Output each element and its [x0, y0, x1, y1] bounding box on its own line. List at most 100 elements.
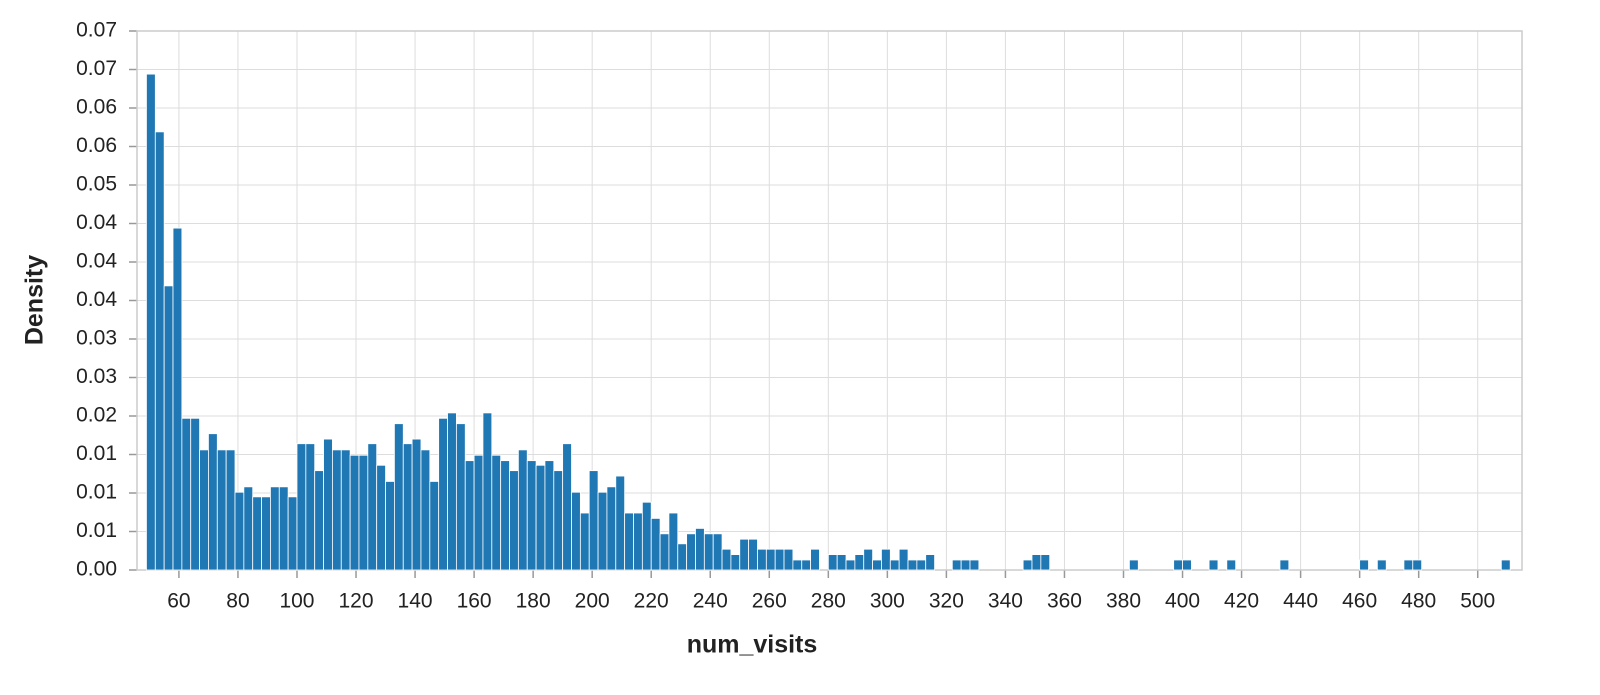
bar: [588, 470, 599, 571]
bar: [553, 470, 564, 571]
bar: [181, 417, 192, 571]
y-axis-label: Density: [21, 255, 49, 345]
bar: [225, 449, 236, 571]
bar: [1412, 559, 1423, 571]
bar: [730, 554, 741, 571]
x-tick-label: 460: [1342, 590, 1377, 613]
bar: [668, 512, 679, 571]
x-tick-label: 300: [870, 590, 905, 613]
x-tick-label: 120: [339, 590, 374, 613]
bar: [836, 554, 847, 571]
bar: [287, 496, 298, 571]
bar: [721, 548, 732, 571]
bar: [234, 491, 245, 571]
bar: [641, 501, 652, 571]
bar: [898, 548, 909, 571]
y-tick-label: 0.07: [76, 57, 117, 80]
bar: [650, 518, 661, 571]
bar: [500, 460, 510, 571]
bar: [1208, 559, 1219, 571]
bar: [411, 438, 422, 571]
bar: [509, 470, 519, 571]
bar: [517, 449, 528, 571]
y-tick-label: 0.04: [76, 288, 117, 311]
bar: [535, 464, 546, 571]
bar: [659, 533, 670, 571]
bar: [199, 449, 209, 571]
x-tick-label: 420: [1224, 590, 1259, 613]
bar: [340, 449, 351, 571]
bar: [907, 559, 918, 571]
x-tick-label: 100: [279, 590, 314, 613]
bar: [739, 538, 750, 571]
bar: [1022, 559, 1033, 571]
bar: [854, 554, 865, 571]
bar: [562, 443, 572, 571]
bar: [270, 486, 280, 571]
bar: [845, 559, 856, 571]
x-tick-label: 60: [167, 590, 190, 613]
bar: [305, 443, 316, 571]
x-tick-label: 360: [1047, 590, 1082, 613]
bar: [252, 496, 262, 571]
y-tick-label: 0.01: [76, 481, 117, 504]
x-tick-label: 440: [1283, 590, 1318, 613]
bar: [1040, 554, 1051, 571]
y-tick-label: 0.07: [76, 19, 117, 42]
bar: [579, 512, 590, 571]
x-tick-label: 340: [988, 590, 1023, 613]
bar: [748, 538, 758, 571]
bar: [402, 443, 413, 571]
bar: [323, 438, 333, 571]
y-tick-label: 0.01: [76, 442, 117, 465]
x-tick-label: 280: [811, 590, 846, 613]
y-tick-label: 0.06: [76, 134, 117, 157]
bar: [146, 73, 156, 571]
bar: [615, 475, 626, 571]
bar: [208, 433, 218, 571]
x-tick-label: 180: [516, 590, 551, 613]
x-tick-label: 320: [929, 590, 964, 613]
bar: [393, 423, 404, 571]
bar: [314, 470, 324, 571]
bar: [296, 443, 307, 571]
bar: [1173, 559, 1183, 571]
bar: [960, 559, 971, 571]
bar: [792, 559, 803, 571]
bar: [712, 533, 723, 571]
x-tick-label: 240: [693, 590, 728, 613]
bar: [243, 486, 254, 571]
bar: [526, 460, 537, 571]
bar: [482, 412, 493, 571]
bar: [889, 559, 900, 571]
bar: [464, 460, 475, 571]
bar: [1500, 559, 1511, 571]
bar: [473, 454, 484, 571]
bar: [172, 227, 183, 571]
bar: [1182, 559, 1192, 571]
y-tick-label: 0.02: [76, 404, 117, 427]
bar: [1031, 554, 1042, 571]
bar: [455, 423, 466, 571]
x-tick-label: 220: [634, 590, 669, 613]
y-tick-label: 0.01: [76, 519, 117, 542]
bar: [765, 548, 776, 571]
y-tick-label: 0.03: [76, 365, 117, 388]
bar: [810, 548, 820, 571]
bar: [801, 559, 812, 571]
bar: [154, 131, 165, 571]
bar: [447, 412, 457, 571]
bar: [916, 559, 927, 571]
bar: [438, 417, 448, 571]
bar: [429, 481, 440, 571]
bar: [1403, 559, 1414, 571]
y-tick-label: 0.03: [76, 327, 117, 350]
bar: [597, 491, 608, 571]
x-axis-label: num_visits: [687, 631, 818, 659]
bar: [606, 486, 617, 571]
bar: [703, 533, 714, 571]
y-tick-label: 0.06: [76, 96, 117, 119]
bar: [332, 449, 342, 571]
bar: [491, 454, 502, 571]
